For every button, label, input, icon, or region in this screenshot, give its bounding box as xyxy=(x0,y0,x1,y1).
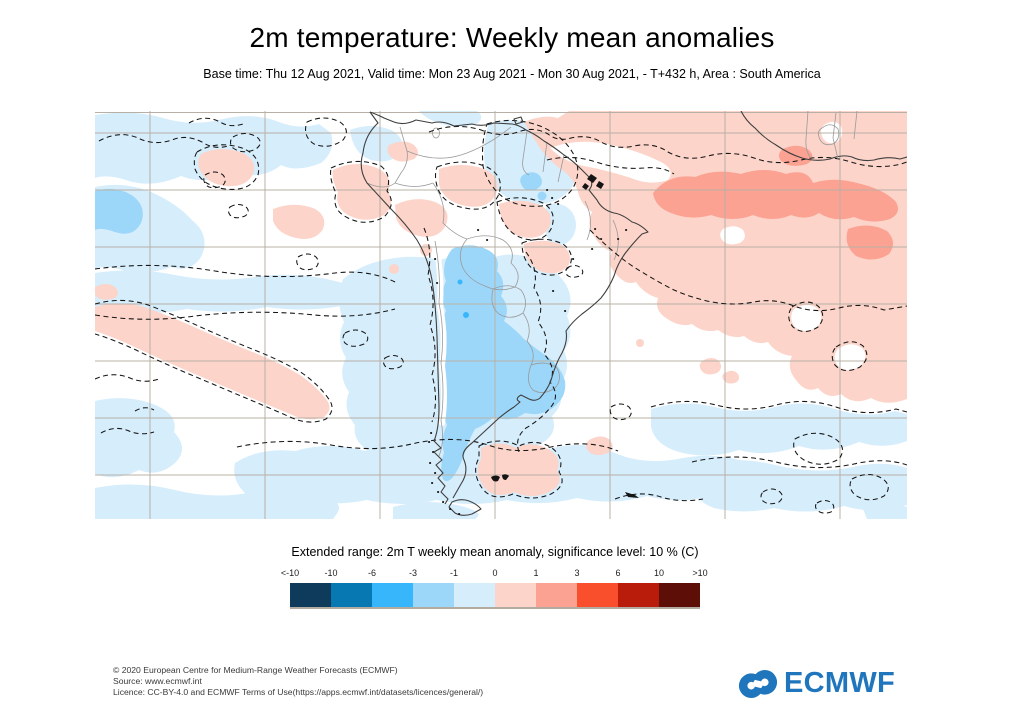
legend-color-swatch xyxy=(536,583,577,607)
coastlines xyxy=(360,111,649,516)
andes-gap xyxy=(433,243,447,426)
footer-copyright: © 2020 European Centre for Medium-Range … xyxy=(113,665,398,675)
legend-tick: -10 xyxy=(324,568,338,578)
legend-color-swatch xyxy=(413,583,454,607)
legend-colorbar xyxy=(290,583,700,609)
footer-source: Source: www.ecmwf.int xyxy=(113,675,202,686)
significance-contours xyxy=(94,117,908,514)
page-subtitle: Base time: Thu 12 Aug 2021, Valid time: … xyxy=(203,67,821,81)
legend-tick: 6 xyxy=(615,568,621,578)
legend-tick: <-10 xyxy=(280,568,300,578)
legend-color-swatch xyxy=(331,583,372,607)
legend-color-swatch xyxy=(372,583,413,607)
ecmwf-wordmark: ECMWF xyxy=(784,667,896,699)
footer-attribution: © 2020 European Centre for Medium-Range … xyxy=(113,665,483,697)
legend-tick: 1 xyxy=(533,568,539,578)
legend-tick: -6 xyxy=(367,568,377,578)
africa-coast xyxy=(740,110,908,162)
legend-title: Extended range: 2m T weekly mean anomaly… xyxy=(291,545,699,559)
footer-licence: Licence: CC-BY-4.0 and ECMWF Terms of Us… xyxy=(113,686,484,697)
legend-tick: 10 xyxy=(653,568,665,578)
significance-dots xyxy=(434,189,628,312)
anomaly-map-svg xyxy=(93,110,908,519)
country-borders xyxy=(366,126,619,457)
legend-tick: 0 xyxy=(492,568,498,578)
ecmwf-emblem-icon xyxy=(738,669,778,698)
legend-color-swatch xyxy=(495,583,536,607)
page-title: 2m temperature: Weekly mean anomalies xyxy=(249,22,775,53)
grid-lines xyxy=(95,111,907,519)
legend-color-swatch xyxy=(577,583,618,607)
anomaly-map xyxy=(93,110,908,519)
ecmwf-logo: ECMWF xyxy=(737,667,895,700)
legend-color-swatch xyxy=(454,583,495,607)
legend-tick: >10 xyxy=(692,568,708,578)
legend-color-swatch xyxy=(290,583,331,607)
legend-tick-labels: <-10 -10 -6 -3 -1 0 1 3 6 10 >10 xyxy=(281,568,708,580)
legend-color-swatch xyxy=(659,583,700,607)
legend-tick: -3 xyxy=(408,568,418,578)
legend-color-swatch xyxy=(618,583,659,607)
legend-tick: 3 xyxy=(574,568,580,578)
legend-tick: -1 xyxy=(449,568,459,578)
